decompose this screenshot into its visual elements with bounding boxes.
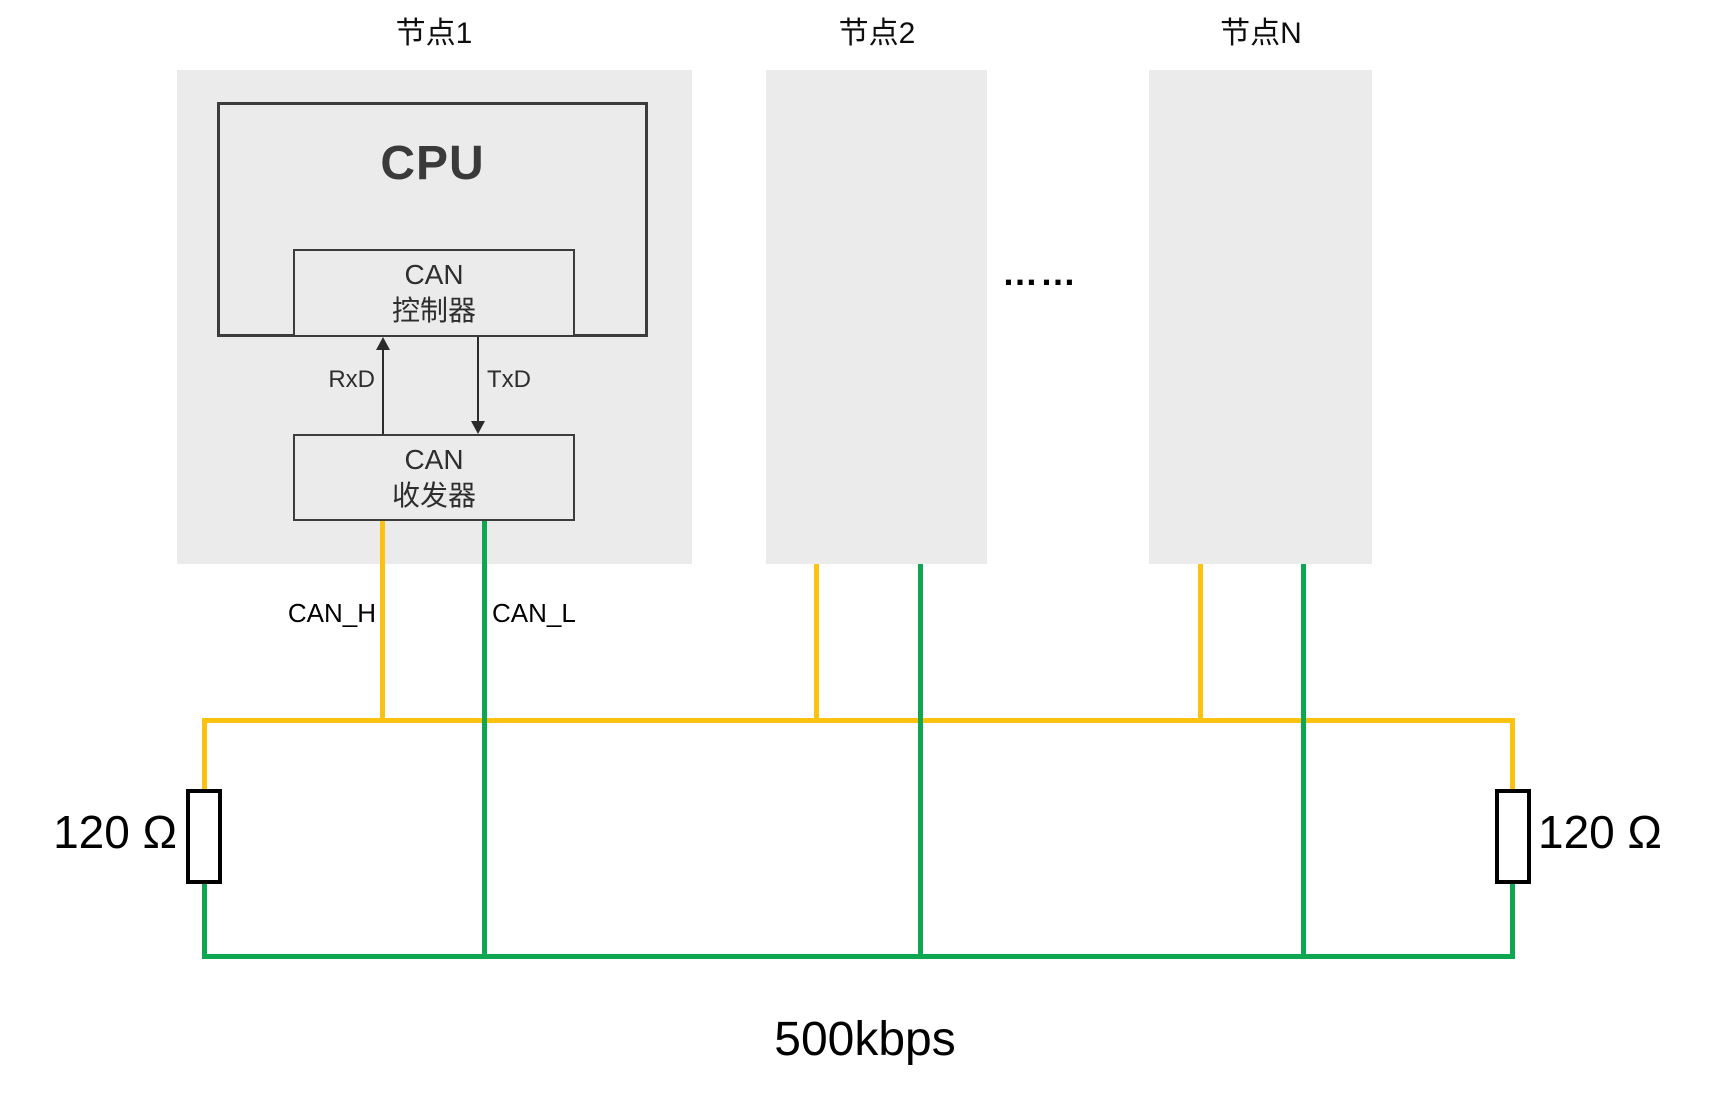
can-controller-line1: CAN bbox=[404, 259, 464, 291]
can-l-label: CAN_L bbox=[492, 598, 576, 628]
can-controller-box: CAN 控制器 bbox=[293, 249, 575, 337]
node1-can-l-drop-wire bbox=[482, 521, 487, 957]
rxd-arrowhead-icon bbox=[376, 337, 390, 350]
can-transceiver-box: CAN 收发器 bbox=[293, 434, 575, 521]
can-l-right-corner-wire bbox=[1510, 884, 1515, 959]
txd-wire bbox=[477, 337, 479, 423]
left-termination-label: 120 Ω bbox=[53, 806, 177, 858]
cpu-label: CPU bbox=[380, 137, 485, 190]
txd-label: TxD bbox=[487, 366, 531, 393]
bus-speed-label: 500kbps bbox=[774, 1013, 956, 1066]
can-h-right-corner-wire bbox=[1510, 718, 1515, 791]
txd-arrowhead-icon bbox=[471, 421, 485, 434]
more-nodes-ellipsis: …… bbox=[1002, 252, 1078, 293]
node1-can-h-drop-wire bbox=[380, 521, 385, 721]
can-controller-line2: 控制器 bbox=[391, 295, 476, 326]
nodeN-can-h-drop-wire bbox=[1198, 564, 1203, 721]
node2-can-h-drop-wire bbox=[814, 564, 819, 721]
node2-box bbox=[766, 70, 987, 564]
nodeN-can-l-drop-wire bbox=[1301, 564, 1306, 957]
can-h-label: CAN_H bbox=[287, 598, 376, 628]
rxd-wire bbox=[382, 348, 384, 434]
node2-can-l-drop-wire bbox=[918, 564, 923, 957]
nodeN-title: 节点N bbox=[1220, 17, 1302, 50]
can-h-left-corner-wire bbox=[202, 718, 207, 791]
right-terminator-resistor bbox=[1495, 789, 1531, 884]
can-transceiver-line1: CAN bbox=[404, 443, 464, 475]
can-transceiver-line2: 收发器 bbox=[391, 479, 476, 511]
right-termination-label: 120 Ω bbox=[1538, 806, 1662, 858]
rxd-label: RxD bbox=[328, 366, 375, 393]
can-l-left-corner-wire bbox=[202, 884, 207, 959]
node2-title: 节点2 bbox=[838, 17, 916, 50]
node1-title: 节点1 bbox=[395, 17, 473, 50]
can-h-bus-line bbox=[202, 718, 1515, 723]
left-terminator-resistor bbox=[186, 789, 222, 884]
nodeN-box bbox=[1149, 70, 1372, 564]
can-l-bus-line bbox=[202, 954, 1515, 959]
